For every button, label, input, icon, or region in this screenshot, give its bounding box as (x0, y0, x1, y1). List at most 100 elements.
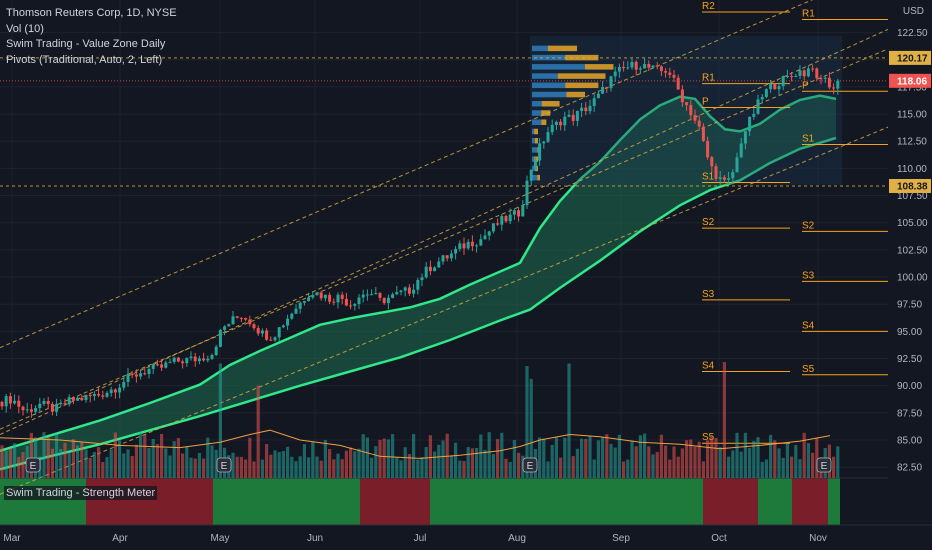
pivot-label2-P: P (802, 80, 809, 91)
volume-bar (487, 432, 491, 478)
volume-bar (546, 461, 550, 478)
profile-bar-down (557, 73, 606, 79)
volume-bar (630, 440, 634, 478)
pivot-label2-S5: S5 (802, 364, 815, 375)
candle-body (756, 99, 760, 114)
legend-title[interactable]: Thomson Reuters Corp, 1D, NYSE (6, 7, 177, 19)
volume-bar (113, 432, 117, 478)
volume-bar (210, 445, 214, 478)
volume-bar (542, 438, 546, 478)
pivot-label-S3: S3 (702, 289, 715, 300)
volume-bar (760, 461, 764, 478)
y-tick-label: 117.50 (897, 82, 927, 93)
volume-bars (0, 362, 840, 478)
candle-body (496, 223, 500, 225)
strength-meter-label[interactable]: Swim Trading - Strength Meter (4, 486, 158, 500)
candle-body (693, 115, 697, 121)
candle-body (743, 131, 747, 144)
volume-bar (416, 459, 420, 478)
volume-bar (806, 443, 810, 478)
legend-value-zone[interactable]: Swim Trading - Value Zone Daily (6, 38, 166, 50)
volume-bar (378, 439, 382, 478)
volume-bar (21, 452, 25, 478)
volume-bar (311, 441, 315, 478)
time-axis[interactable]: Mar Apr May Jun Jul Aug Sep Oct Nov (0, 524, 932, 550)
volume-bar (571, 456, 575, 478)
candle-body (601, 86, 605, 94)
volume-bar (252, 461, 256, 478)
volume-bar (777, 448, 781, 478)
volume-bar (525, 366, 529, 478)
candle-body (559, 121, 563, 126)
volume-bar (752, 440, 756, 478)
volume-bar (80, 442, 84, 478)
volume-bar (231, 452, 235, 478)
candle-body (80, 397, 84, 401)
candle-body (764, 89, 768, 97)
candle-body (626, 67, 630, 69)
candle-body (428, 266, 432, 272)
pivot-label-S4: S4 (702, 361, 715, 372)
price-tag-upper (889, 50, 931, 65)
candle-body (109, 389, 113, 393)
price-axis-bg (888, 0, 932, 550)
profile-bar-up (532, 45, 548, 52)
profile-bar-down (535, 137, 538, 144)
volume-bar (676, 456, 680, 478)
candle-body (781, 76, 785, 87)
volume-bar (743, 432, 747, 478)
pivot-lines: R3R2R1PS1S2S3S4S5R1PS1S2S3S4S5 (702, 1, 888, 444)
currency-label[interactable]: USD (902, 6, 924, 17)
meter-segment (86, 478, 213, 525)
grid (0, 0, 888, 525)
volume-bar (273, 450, 277, 478)
y-tick-label: 82.50 (897, 463, 922, 474)
volume-bar (407, 454, 411, 478)
pivot-label2-R1: R1 (802, 9, 815, 20)
candle-body (802, 70, 806, 77)
profile-bar-down (534, 128, 538, 135)
candle-body (328, 294, 332, 302)
candle-body (370, 294, 374, 296)
candle-body (785, 76, 789, 78)
trend-channels (0, 0, 889, 495)
candle-body (168, 361, 172, 363)
candle-body (470, 241, 474, 247)
candle-body (798, 70, 802, 76)
candle-body (0, 401, 4, 407)
legend-volume[interactable]: Vol (10) (6, 22, 44, 35)
volume-bar (197, 452, 201, 478)
volume-bar (550, 444, 554, 478)
volume-bar (353, 451, 357, 478)
candle-body (399, 290, 403, 292)
volume-bar (466, 447, 470, 478)
volume-bar (428, 435, 432, 478)
price-axis[interactable]: 122.50120.00117.50115.00112.50110.00107.… (888, 0, 932, 550)
volume-bar (449, 455, 453, 478)
volume-bar (193, 458, 197, 478)
candle-body (202, 358, 206, 361)
volume-bar (500, 432, 504, 478)
earnings-marker-label: E (527, 461, 534, 472)
volume-bar (160, 433, 164, 478)
volume-bar (613, 447, 617, 478)
volume-bar (147, 447, 151, 478)
candle-body (332, 301, 336, 303)
volume-bar (139, 432, 143, 478)
volume-bar (0, 445, 4, 478)
value-zone (0, 94, 837, 471)
volume-bar (391, 434, 395, 478)
legend-pivots[interactable]: Pivots (Traditional, Auto, 2, Left) (6, 53, 163, 66)
profile-bar-down (547, 45, 578, 52)
volume-bar (235, 456, 239, 478)
volume-bar (105, 457, 109, 478)
candle-body (134, 374, 138, 377)
volume-bar (605, 434, 609, 478)
candle-body (382, 297, 386, 304)
volume-bar (189, 457, 193, 478)
candle-body (349, 305, 353, 307)
volume-bar (164, 448, 168, 478)
candle-body (160, 364, 164, 368)
